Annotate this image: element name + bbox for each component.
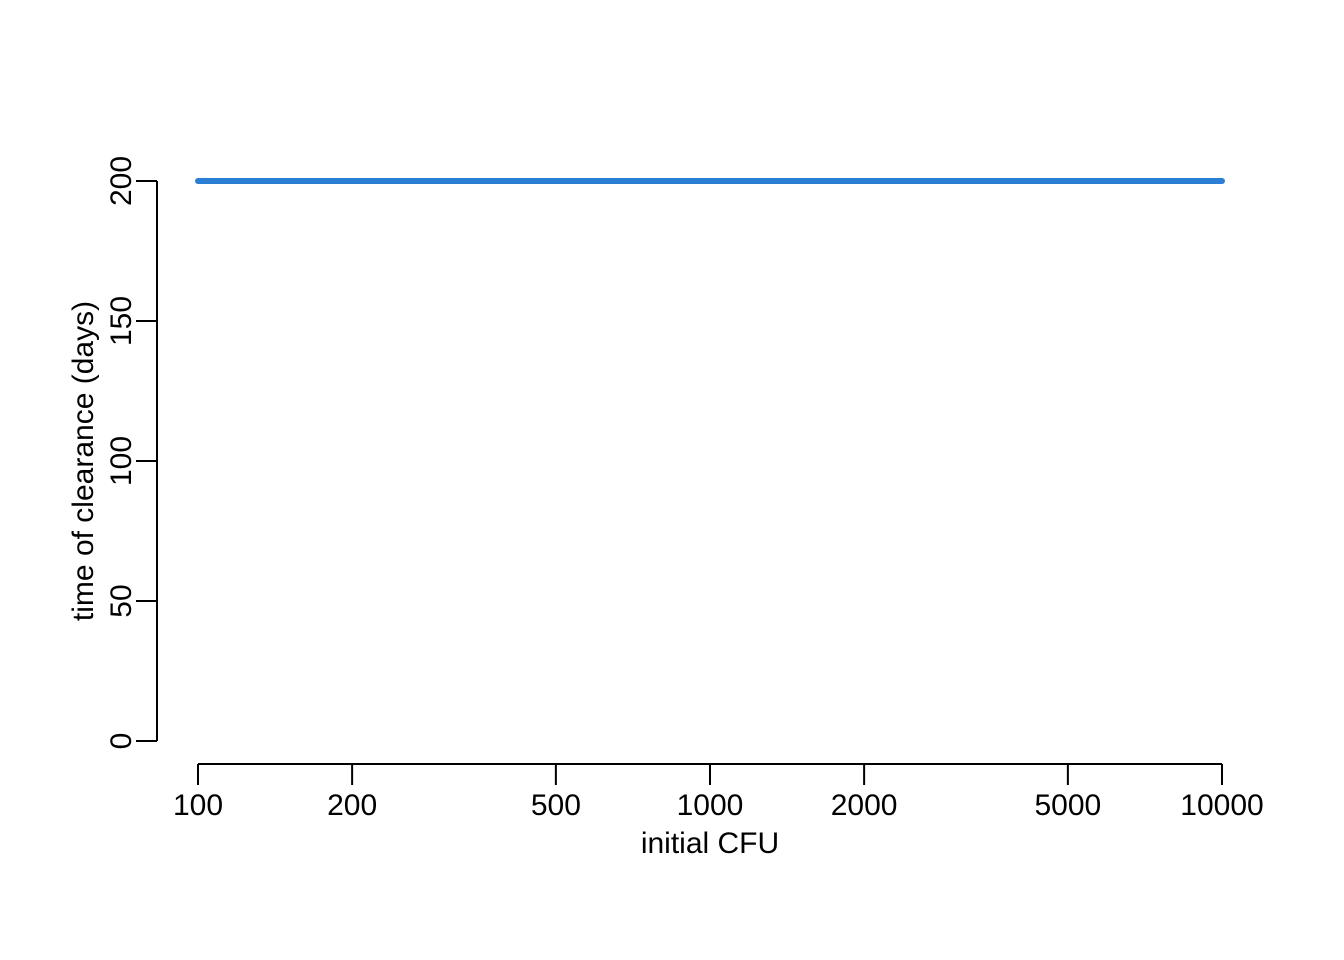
x-tick-label: 10000: [1180, 789, 1263, 822]
x-tick-label: 200: [327, 789, 377, 822]
y-axis-title: time of clearance (days): [67, 301, 100, 621]
x-axis-title: initial CFU: [641, 827, 779, 860]
y-tick-label: 50: [105, 584, 138, 617]
x-tick-label: 2000: [831, 789, 898, 822]
y-tick-label: 150: [105, 296, 138, 346]
x-tick-label: 500: [531, 789, 581, 822]
x-tick-label: 1000: [677, 789, 744, 822]
y-tick-label: 200: [105, 156, 138, 206]
y-tick-label: 100: [105, 436, 138, 486]
y-axis: 0 50 100 150 200: [105, 156, 158, 750]
x-tick-label: 5000: [1034, 789, 1101, 822]
x-axis: 100 200 500 1000 2000 5000 10000: [173, 763, 1264, 822]
x-tick-label: 100: [173, 789, 223, 822]
y-tick-label: 0: [105, 733, 138, 750]
